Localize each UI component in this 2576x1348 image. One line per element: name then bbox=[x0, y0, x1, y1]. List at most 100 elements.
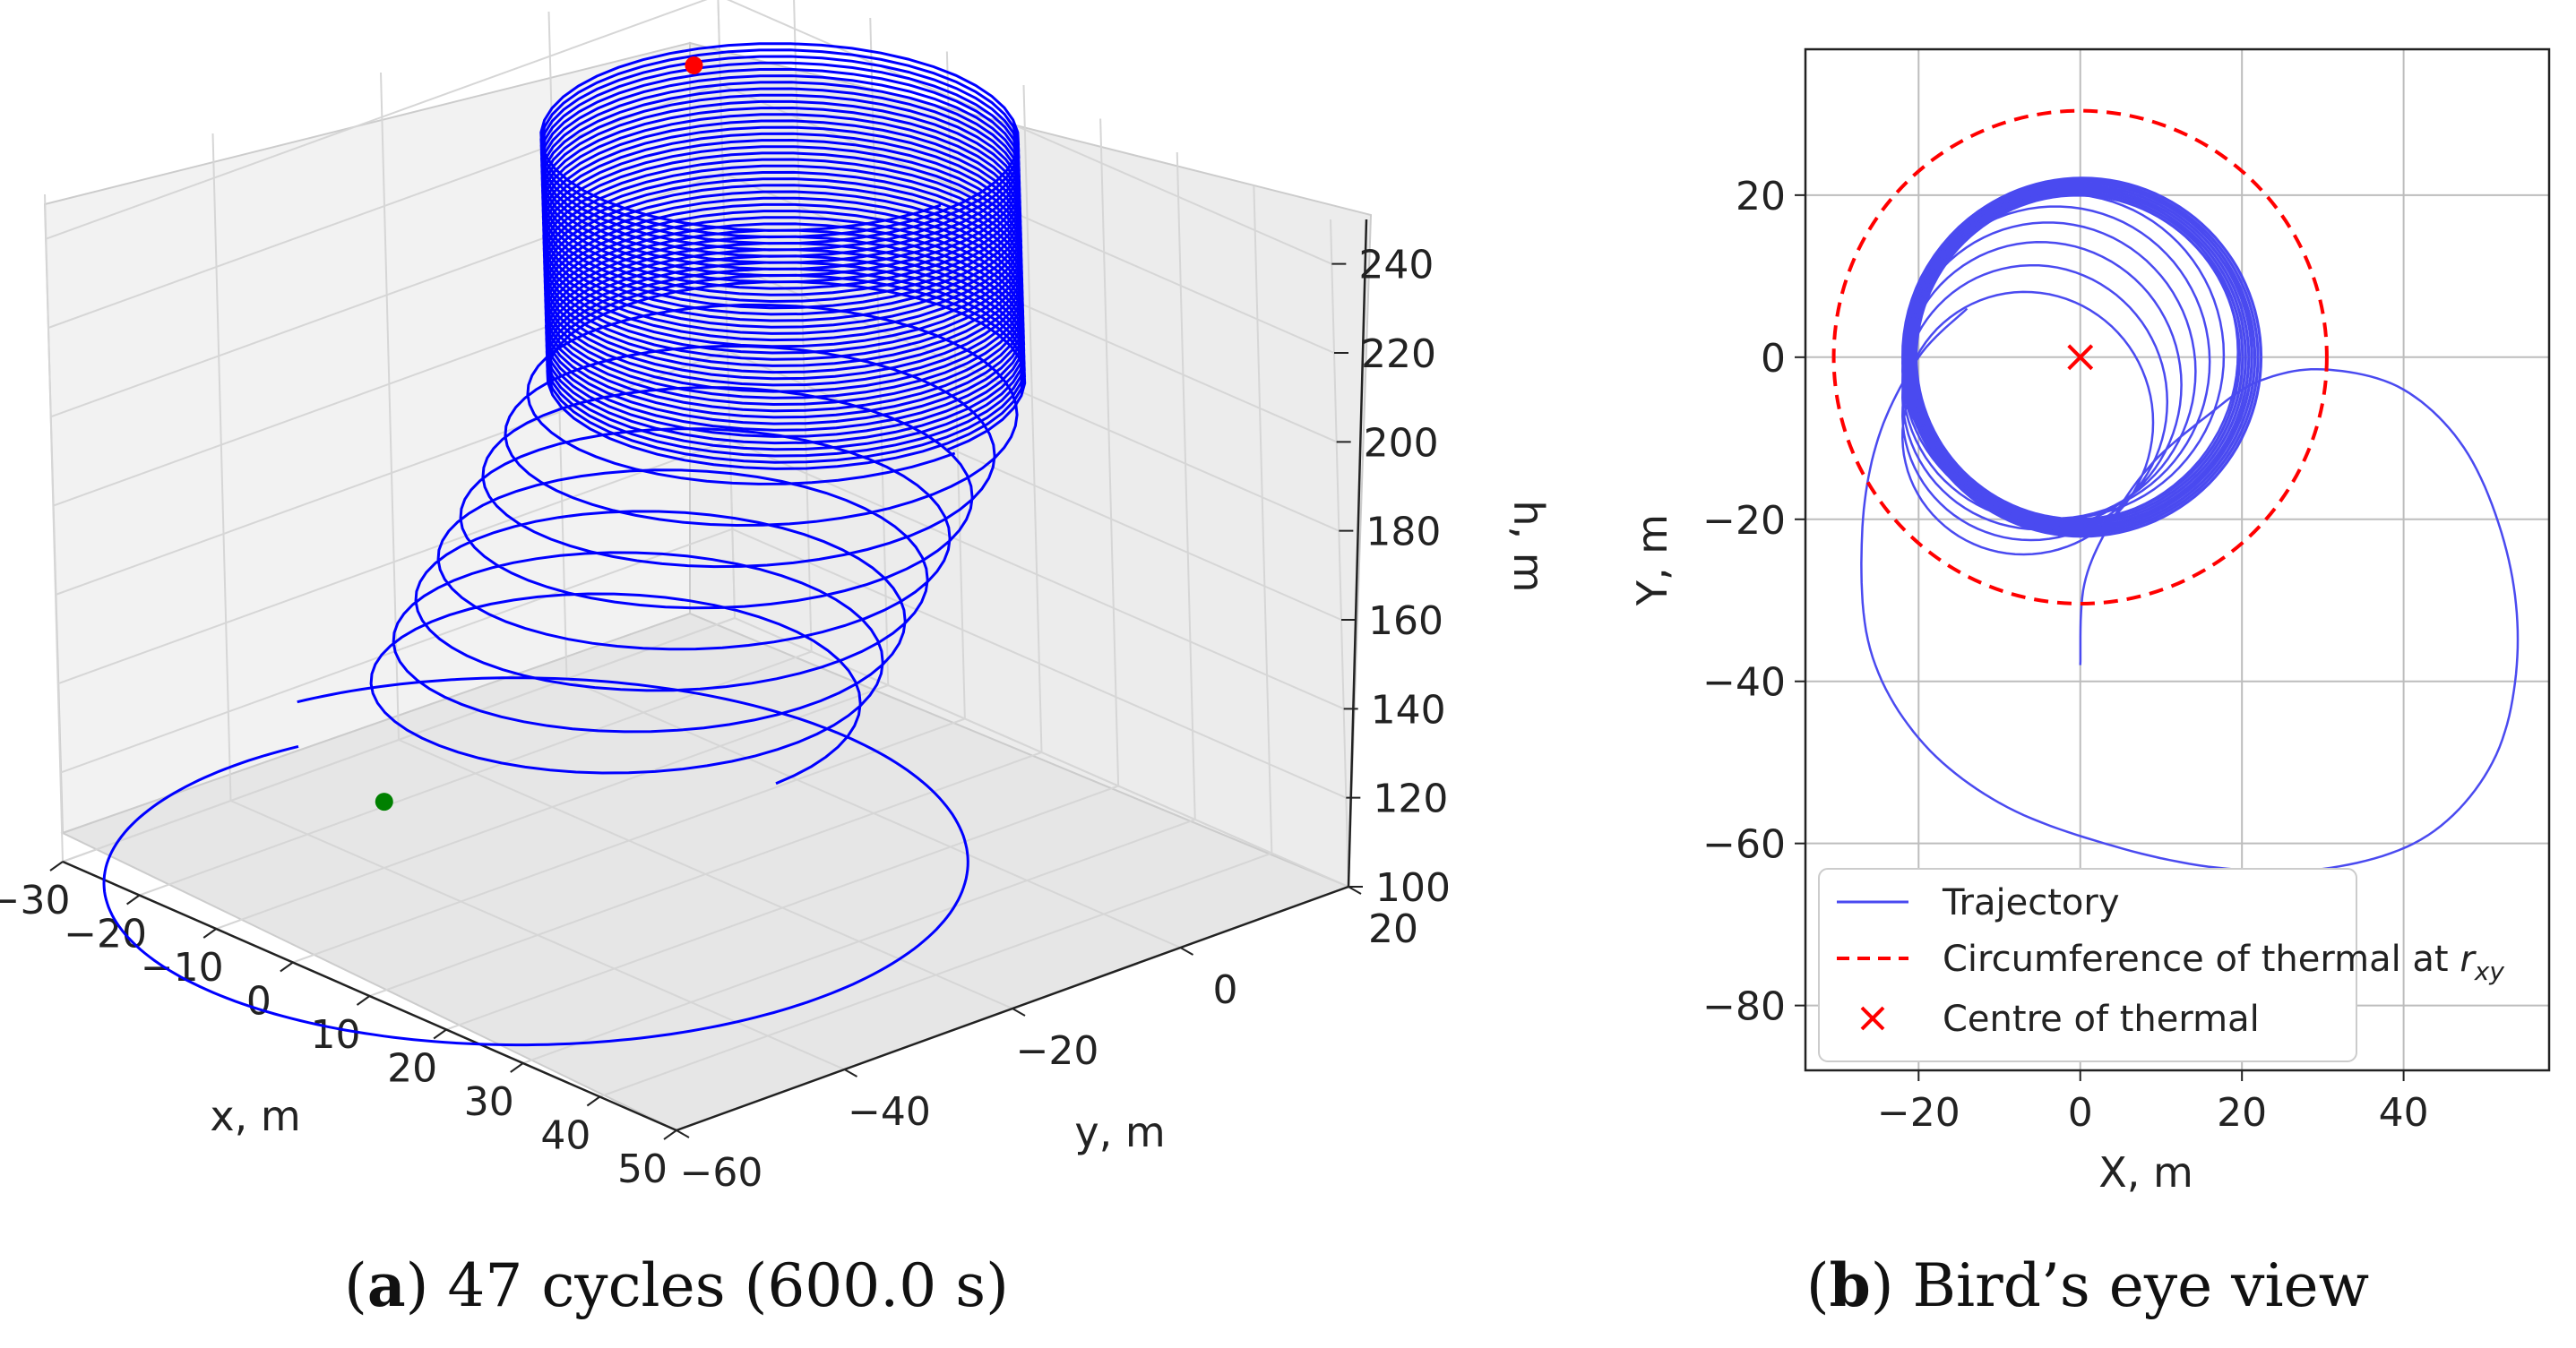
y-tick-label: −80 bbox=[1702, 984, 1786, 1030]
grid-line bbox=[211, 133, 232, 802]
caption-b: (b) Bird’s eye view bbox=[1806, 1250, 2369, 1320]
y-tick-label: 20 bbox=[1368, 906, 1418, 952]
trajectory-steady-ring-2d bbox=[1910, 188, 2247, 526]
y-tick-label: −60 bbox=[1702, 822, 1786, 868]
y-tick-label: 20 bbox=[1736, 174, 1786, 219]
legend-trajectory-label: Trajectory bbox=[1942, 882, 2120, 923]
legend-thermal-label: Circumference of thermal at rxy bbox=[1943, 939, 2504, 986]
grid-line bbox=[1330, 219, 1349, 888]
legend-centre-label: Centre of thermal bbox=[1943, 999, 2260, 1040]
grid-line bbox=[727, 0, 1332, 265]
trajectory-steady-ring-2d bbox=[1904, 178, 2260, 536]
z-tick-label: 100 bbox=[1375, 865, 1451, 911]
ticks-2d: −20 0 20 40 −80 −60 −40 −20 0 20 bbox=[1702, 174, 2428, 1136]
y-tick-mark bbox=[1012, 1008, 1026, 1017]
x-tick-label: −20 bbox=[64, 912, 147, 957]
x-tick-label: 50 bbox=[617, 1146, 668, 1192]
z-tick-label: 200 bbox=[1364, 420, 1439, 466]
plot-frame bbox=[1804, 47, 2551, 1072]
trajectory-steady-ring-2d bbox=[1914, 193, 2242, 521]
trajectory-steady-ring-2d bbox=[1908, 186, 2251, 528]
grid-line bbox=[57, 439, 731, 685]
z-tick-label: 220 bbox=[1361, 331, 1436, 377]
x-tick-label: 0 bbox=[2068, 1090, 2093, 1136]
x-tick-mark bbox=[126, 894, 141, 906]
x-tick-mark bbox=[510, 1062, 524, 1073]
x-axis-label: x, m bbox=[210, 1092, 300, 1140]
z-tick-label: 160 bbox=[1368, 598, 1443, 644]
trajectory-2d bbox=[1860, 176, 2520, 873]
y-tick-label: 0 bbox=[1213, 967, 1238, 1013]
grid-line bbox=[230, 800, 845, 1070]
y-axis-label: y, m bbox=[1074, 1108, 1165, 1156]
legend: Trajectory Circumference of thermal at r… bbox=[1818, 868, 2504, 1062]
grid-line bbox=[398, 739, 1013, 1009]
grid-line bbox=[566, 678, 1181, 949]
thermal-circumference bbox=[1831, 108, 2329, 605]
x-tick-mark bbox=[49, 861, 64, 871]
z-tick-label: 180 bbox=[1366, 510, 1441, 555]
x-tick-label: −10 bbox=[141, 945, 224, 991]
grid-line bbox=[1253, 185, 1273, 854]
grid-line bbox=[1176, 151, 1196, 820]
y-tick-label: −20 bbox=[1016, 1028, 1099, 1074]
x-tick-label: −20 bbox=[1877, 1090, 1960, 1136]
x-tick-mark bbox=[433, 1028, 447, 1040]
y-tick-mark bbox=[844, 1069, 857, 1078]
x-tick-mark bbox=[586, 1095, 600, 1107]
x-tick-mark bbox=[356, 995, 371, 1006]
y-tick-mark bbox=[676, 1129, 690, 1138]
trajectory-entry-loop-2d bbox=[1860, 307, 2520, 873]
trajectory-steady-ring-2d bbox=[1912, 191, 2244, 524]
x-tick-label: 40 bbox=[540, 1113, 590, 1159]
trajectory-3d bbox=[102, 42, 1027, 1047]
panel-b-top-view: −20 0 20 40 −80 −60 −40 −20 0 20 X, m Y, m Trajec… bbox=[1628, 47, 2551, 1197]
grid-line bbox=[1099, 118, 1120, 786]
legend-box bbox=[1818, 868, 2357, 1062]
end-marker bbox=[685, 56, 703, 74]
y-tick-label: 0 bbox=[1761, 336, 1786, 382]
y-tick-label: −40 bbox=[848, 1089, 931, 1135]
x-tick-label: −30 bbox=[0, 878, 70, 923]
y-tick-mark bbox=[1180, 947, 1193, 956]
x-tick-label: 40 bbox=[2379, 1090, 2429, 1136]
x-tick-label: 0 bbox=[246, 979, 271, 1025]
x-tick-mark bbox=[280, 961, 294, 973]
trajectory-steady-helix bbox=[539, 42, 1027, 470]
trajectory-steady-ring-2d bbox=[1908, 184, 2253, 531]
grid-line bbox=[729, 439, 1345, 710]
x-tick-mark bbox=[202, 928, 217, 939]
grid-line bbox=[731, 528, 1347, 799]
grid-line bbox=[62, 617, 736, 863]
z-axis-label: h, m bbox=[1504, 500, 1553, 592]
x-axis-label-b: X, m bbox=[2098, 1148, 2193, 1197]
z-tick-label: 120 bbox=[1373, 777, 1448, 822]
z-axis-line bbox=[1347, 219, 1368, 888]
trajectory-drift-helix bbox=[369, 303, 1019, 786]
x-tick-label: 20 bbox=[387, 1046, 437, 1092]
trajectory-steady-ring-2d bbox=[1902, 176, 2263, 538]
x-tick-label: 10 bbox=[311, 1012, 361, 1058]
grid-line bbox=[55, 350, 728, 596]
trajectory-entry-loop bbox=[102, 676, 969, 1047]
legend-centre-swatch bbox=[1860, 1006, 1885, 1031]
y-tick-mark bbox=[1348, 886, 1362, 895]
grid-line bbox=[1022, 84, 1043, 753]
grid-line bbox=[44, 193, 64, 863]
centre-x-stroke bbox=[2067, 344, 2094, 371]
trajectory-steady-ring-2d bbox=[1906, 181, 2257, 533]
y-tick-label: −20 bbox=[1702, 498, 1786, 544]
x-tick-mark bbox=[663, 1129, 677, 1140]
thermal-centre-marker bbox=[2067, 344, 2094, 371]
y-axis-label-b: Y, m bbox=[1628, 514, 1676, 606]
grid-line bbox=[45, 0, 708, 240]
z-tick-label: 140 bbox=[1371, 687, 1446, 733]
y-tick-label: −40 bbox=[1702, 660, 1786, 706]
x-tick-label: 20 bbox=[2217, 1090, 2267, 1136]
caption-a: (a) 47 cycles (600.0 s) bbox=[344, 1250, 1009, 1320]
y-tick-label: −60 bbox=[680, 1150, 763, 1196]
x-tick-label: 30 bbox=[464, 1079, 514, 1125]
